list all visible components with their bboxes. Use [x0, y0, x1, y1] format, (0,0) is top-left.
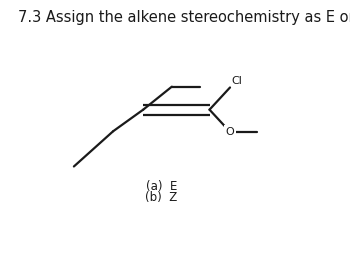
Text: (b)  Z: (b) Z: [145, 191, 177, 204]
Text: (a)  E: (a) E: [146, 180, 177, 193]
Text: 7.3 Assign the alkene stereochemistry as E or Z: 7.3 Assign the alkene stereochemistry as…: [18, 10, 350, 25]
Text: O: O: [226, 127, 234, 137]
Text: Cl: Cl: [231, 76, 243, 86]
